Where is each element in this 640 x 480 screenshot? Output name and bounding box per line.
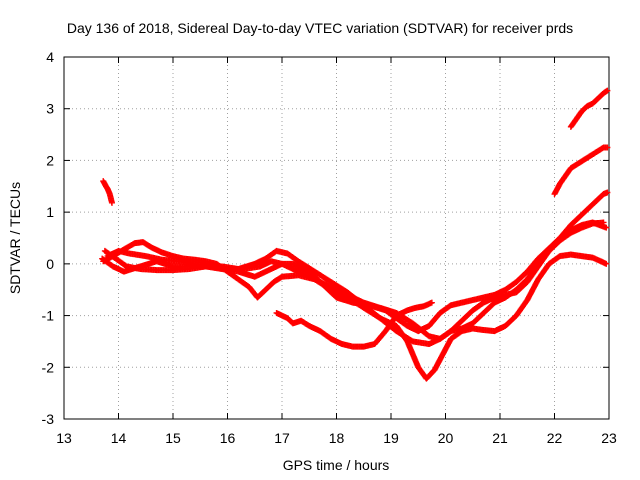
y-tick-label: 0 — [46, 256, 54, 272]
y-tick-label: -3 — [42, 411, 55, 427]
y-tick-label: 4 — [46, 49, 54, 65]
x-tick-label: 20 — [438, 430, 454, 446]
data-point — [428, 299, 435, 306]
series-arc-1 — [100, 178, 115, 206]
data-point — [603, 224, 610, 231]
x-tick-label: 21 — [492, 430, 508, 446]
y-tick-label: -2 — [42, 359, 55, 375]
series-arc-6 — [273, 299, 435, 350]
x-tick-label: 22 — [547, 430, 563, 446]
x-tick-label: 14 — [111, 430, 127, 446]
chart-title: Day 136 of 2018, Sidereal Day-to-day VTE… — [66, 20, 574, 36]
x-tick-label: 23 — [601, 430, 617, 446]
data-point — [604, 87, 611, 94]
data-points — [99, 87, 611, 382]
x-tick-label: 13 — [56, 430, 72, 446]
x-tick-label: 15 — [165, 430, 181, 446]
x-tick-labels: 13 14 15 16 17 18 19 20 21 22 23 — [56, 430, 617, 446]
y-axis-label: SDTVAR / TECUs — [7, 182, 23, 294]
series-arc-3 — [101, 219, 607, 348]
data-point — [604, 189, 611, 196]
x-tick-label: 17 — [274, 430, 290, 446]
y-tick-label: 1 — [46, 204, 54, 220]
y-tick-label: 3 — [46, 101, 54, 117]
data-point — [603, 260, 610, 267]
y-tick-label: 2 — [46, 152, 54, 168]
x-tick-label: 16 — [220, 430, 236, 446]
x-tick-label: 18 — [329, 430, 345, 446]
x-axis-label: GPS time / hours — [283, 457, 390, 473]
series-arc-7 — [551, 144, 611, 198]
grid-lines — [64, 57, 609, 419]
data-point — [108, 199, 115, 206]
y-tick-label: -1 — [42, 308, 55, 324]
series-arc-8 — [567, 87, 611, 130]
y-tick-labels: -3 -2 -1 0 1 2 3 4 — [42, 49, 55, 427]
data-point — [604, 144, 611, 151]
plot-frame — [63, 56, 610, 420]
x-tick-label: 19 — [383, 430, 399, 446]
